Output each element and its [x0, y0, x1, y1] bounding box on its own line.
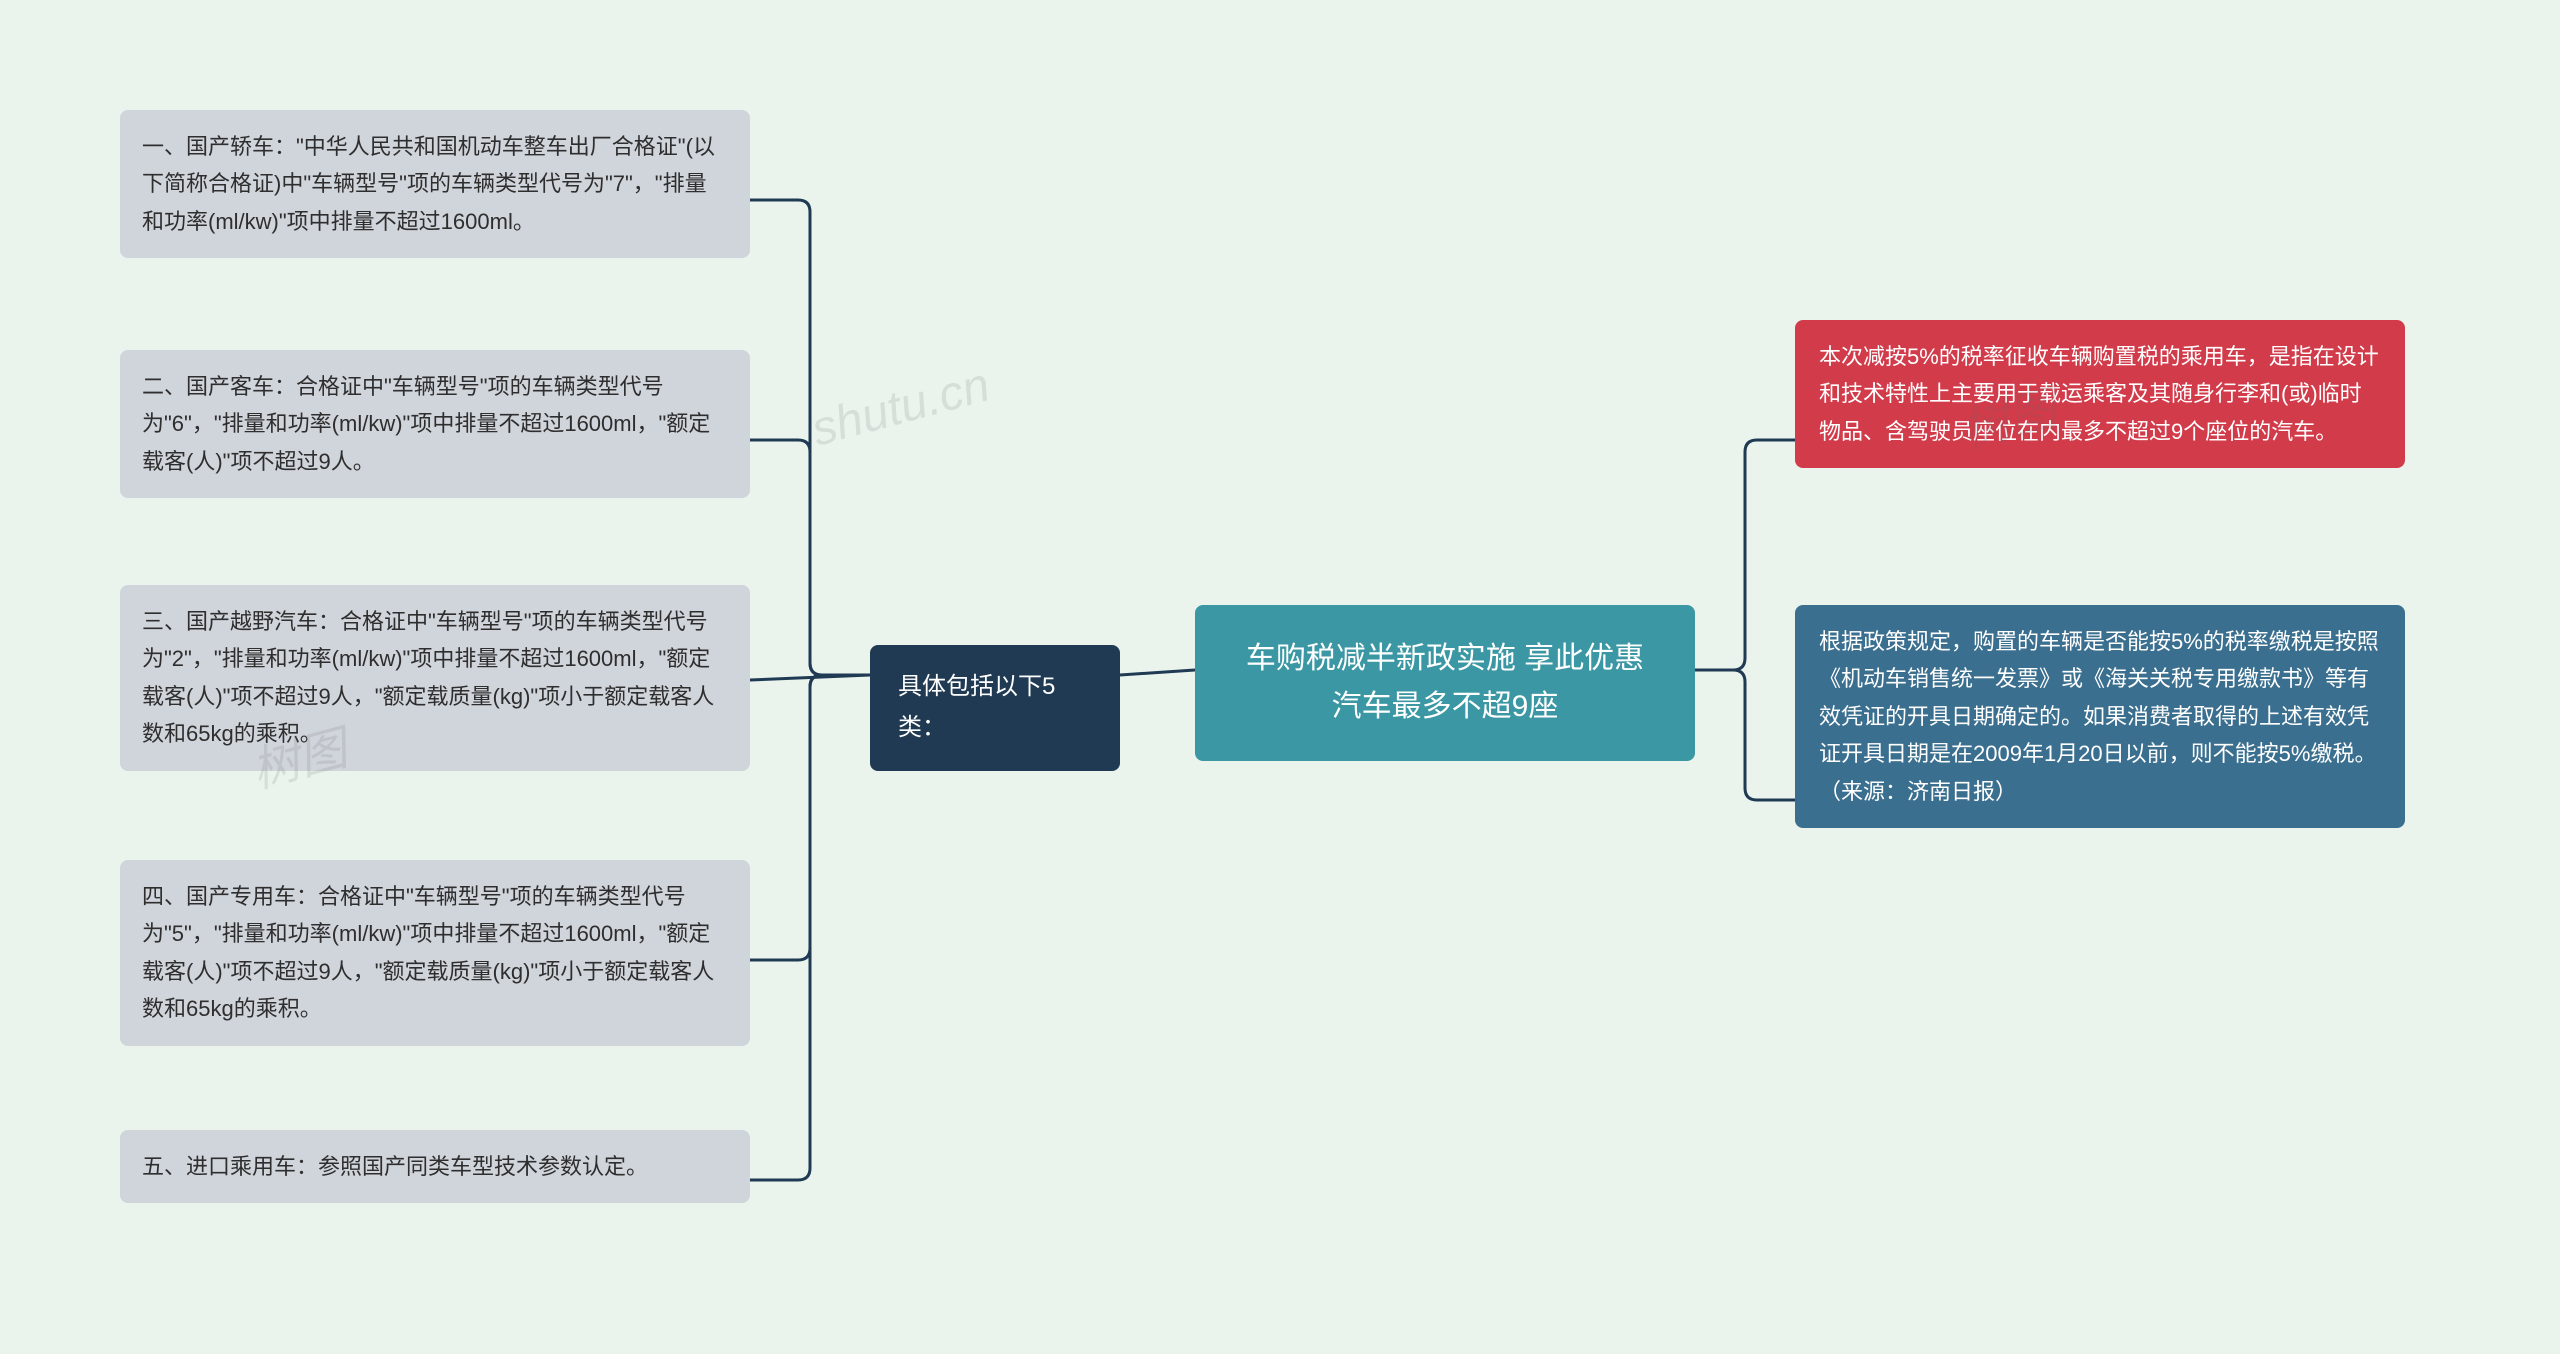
left-node-3: 三、国产越野汽车：合格证中"车辆型号"项的车辆类型代号为"2"，"排量和功率(m… — [120, 585, 750, 771]
left-node-2: 二、国产客车：合格证中"车辆型号"项的车辆类型代号为"6"，"排量和功率(ml/… — [120, 350, 750, 498]
right-node-1: 本次减按5%的税率征收车辆购置税的乘用车，是指在设计和技术特性上主要用于载运乘客… — [1795, 320, 2405, 468]
left-node-5: 五、进口乘用车：参照国产同类车型技术参数认定。 — [120, 1130, 750, 1203]
left-node-1: 一、国产轿车："中华人民共和国机动车整车出厂合格证"(以下简称合格证)中"车辆型… — [120, 110, 750, 258]
category-node: 具体包括以下5类： — [870, 645, 1120, 771]
right-node-2: 根据政策规定，购置的车辆是否能按5%的税率缴税是按照《机动车销售统一发票》或《海… — [1795, 605, 2405, 828]
watermark-1: shutu.cn — [806, 357, 996, 457]
left-node-4: 四、国产专用车：合格证中"车辆型号"项的车辆类型代号为"5"，"排量和功率(ml… — [120, 860, 750, 1046]
center-node: 车购税减半新政实施 享此优惠汽车最多不超9座 — [1195, 605, 1695, 761]
mindmap-canvas: 车购税减半新政实施 享此优惠汽车最多不超9座 具体包括以下5类： 一、国产轿车：… — [0, 0, 2560, 1354]
